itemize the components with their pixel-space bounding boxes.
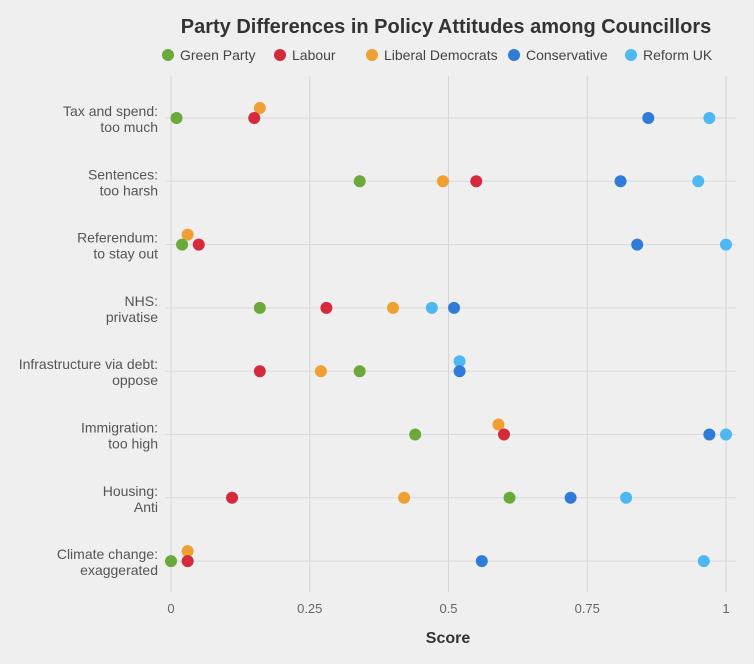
point-reform-uk-5 [720, 428, 732, 441]
legend-marker-reform-uk [625, 49, 637, 61]
point-labour-2 [192, 238, 205, 251]
point-reform-uk-0 [703, 112, 716, 124]
point-labour-5 [498, 428, 510, 441]
legend-label-labour: Labour [292, 47, 336, 63]
point-conservative-0 [642, 112, 655, 124]
point-labour-3 [320, 301, 333, 314]
point-liberal-democrats-7 [181, 545, 194, 558]
point-liberal-democrats-5 [492, 418, 505, 431]
point-green-party-0 [170, 112, 183, 124]
point-conservative-5 [703, 428, 716, 441]
category-label-line: privatise [106, 309, 158, 325]
point-labour-4 [253, 365, 266, 378]
category-label-6: Housing: Anti [103, 483, 158, 515]
legend-label-green-party: Green Party [180, 47, 255, 63]
category-label-line: too high [108, 436, 158, 452]
point-liberal-democrats-0 [253, 102, 266, 114]
legend-item-reform-uk: Reform UK [625, 47, 713, 63]
category-label-3: NHS: privatise [106, 293, 158, 325]
point-conservative-1 [614, 175, 627, 188]
point-reform-uk-3 [425, 301, 438, 314]
legend-marker-conservative [508, 49, 520, 61]
legend-item-liberal-democrats: Liberal Democrats [366, 47, 498, 63]
point-conservative-6 [564, 491, 577, 504]
category-label-line: Housing: [103, 483, 158, 499]
point-liberal-democrats-6 [398, 491, 411, 504]
category-label-line: Infrastructure via debt: [19, 356, 158, 372]
legend-label-reform-uk: Reform UK [643, 47, 713, 63]
chart-title: Party Differences in Policy Attitudes am… [181, 16, 711, 38]
point-labour-7 [181, 555, 194, 568]
data-points [165, 102, 732, 568]
x-tick-label-3: 0.75 [575, 601, 600, 616]
category-label-5: Immigration: too high [81, 420, 158, 452]
category-label-4: Infrastructure via debt: oppose [19, 356, 159, 388]
category-label-line: too harsh [100, 182, 158, 198]
point-reform-uk-2 [720, 238, 732, 251]
x-axis-title: Score [426, 630, 471, 647]
point-green-party-7 [165, 555, 177, 568]
legend-marker-labour [274, 49, 286, 61]
point-green-party-4 [353, 365, 366, 378]
category-label-line: Climate change: [57, 546, 158, 562]
point-reform-uk-4 [453, 355, 466, 368]
category-label-line: Anti [134, 499, 158, 515]
legend: Green Party Labour Liberal Democrats Conser… [162, 47, 713, 63]
x-tick-label-2: 0.5 [439, 601, 457, 616]
point-liberal-democrats-4 [314, 365, 327, 378]
point-labour-1 [470, 175, 483, 188]
legend-item-labour: Labour [274, 47, 336, 63]
category-label-line: oppose [112, 372, 158, 388]
point-liberal-democrats-1 [436, 175, 449, 188]
category-rows: Tax and spend: too much Sentences: too hars… [19, 103, 736, 578]
x-tick-label-0: 0 [167, 601, 174, 616]
x-tick-label-4: 1 [722, 601, 729, 616]
point-green-party-5 [409, 428, 422, 441]
point-green-party-6 [503, 491, 516, 504]
x-tick-label-1: 0.25 [297, 601, 322, 616]
category-label-line: exaggerated [80, 562, 158, 578]
point-conservative-4 [453, 365, 466, 378]
legend-item-conservative: Conservative [508, 47, 608, 63]
point-green-party-2 [176, 238, 189, 251]
point-reform-uk-6 [620, 491, 633, 504]
category-label-1: Sentences: too harsh [88, 166, 158, 198]
category-label-line: Referendum: [77, 230, 158, 246]
point-liberal-democrats-2 [181, 228, 194, 241]
legend-label-liberal-democrats: Liberal Democrats [384, 47, 498, 63]
point-green-party-3 [253, 301, 266, 314]
legend-item-green-party: Green Party [162, 47, 255, 63]
legend-label-conservative: Conservative [526, 47, 608, 63]
category-label-0: Tax and spend: too much [63, 103, 158, 135]
category-label-2: Referendum: to stay out [77, 230, 158, 262]
point-reform-uk-1 [692, 175, 705, 188]
point-reform-uk-7 [697, 555, 710, 568]
grid [170, 76, 727, 592]
point-conservative-2 [631, 238, 644, 251]
category-label-7: Climate change: exaggerated [57, 546, 158, 578]
legend-marker-liberal-democrats [366, 49, 378, 61]
point-conservative-7 [475, 555, 488, 568]
point-labour-0 [248, 112, 261, 124]
category-label-line: Immigration: [81, 420, 158, 436]
category-label-line: Tax and spend: [63, 103, 158, 119]
point-green-party-1 [353, 175, 366, 188]
point-liberal-democrats-3 [387, 301, 399, 314]
point-labour-6 [226, 491, 239, 504]
x-axis-ticks: 0 0.25 0.5 0.75 1 [167, 601, 729, 616]
category-label-line: to stay out [93, 246, 158, 262]
point-conservative-3 [448, 301, 461, 314]
category-label-line: too much [100, 119, 158, 135]
category-label-line: NHS: [125, 293, 158, 309]
legend-marker-green-party [162, 49, 174, 61]
category-label-line: Sentences: [88, 166, 158, 182]
